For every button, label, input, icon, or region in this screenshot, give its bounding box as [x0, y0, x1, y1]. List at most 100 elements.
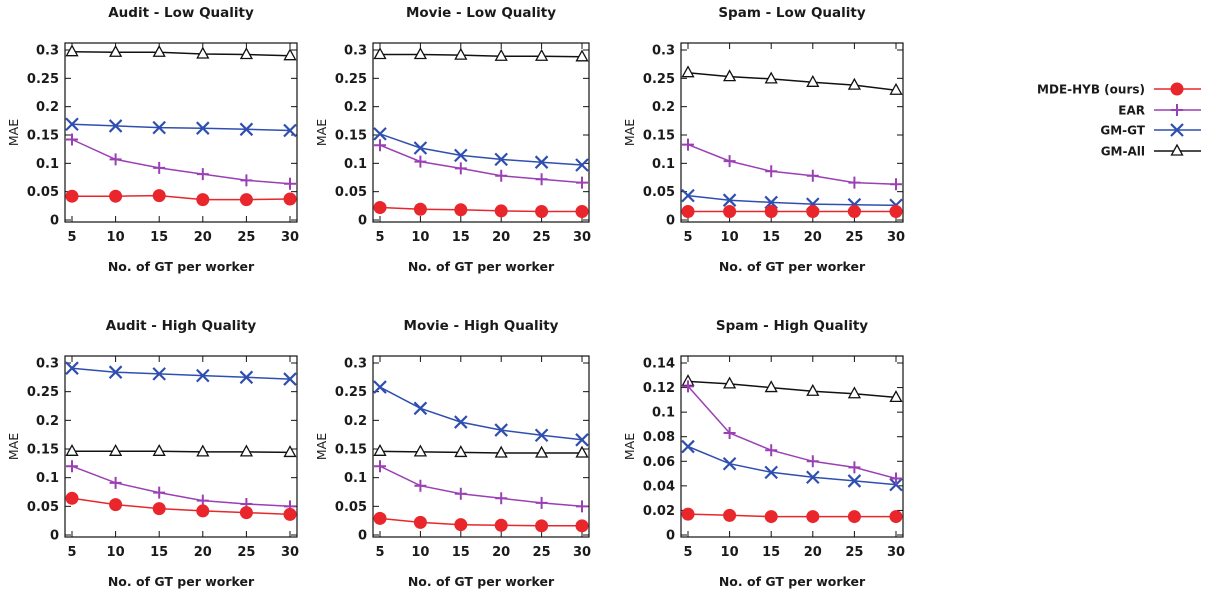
data-point — [66, 133, 78, 146]
data-point — [723, 69, 737, 82]
series-line — [71, 138, 291, 185]
data-point — [152, 120, 166, 135]
x-tick-label: 10 — [107, 230, 125, 245]
y-tick-label: 0 — [666, 529, 675, 544]
data-point — [765, 444, 778, 457]
series-line — [687, 513, 896, 518]
series-line — [379, 206, 582, 213]
y-tick-label: 0 — [358, 214, 367, 229]
data-point — [806, 74, 820, 87]
data-point — [152, 443, 166, 456]
data-point — [196, 46, 210, 59]
legend-label: MDE-HYB (ours) — [1037, 83, 1145, 97]
data-point — [283, 48, 297, 61]
y-tick-label: 0.25 — [335, 72, 367, 87]
series-line — [379, 133, 583, 166]
data-point — [414, 479, 427, 492]
series-line — [687, 194, 897, 207]
data-point — [890, 472, 902, 485]
series-line — [71, 465, 291, 508]
y-tick-label: 0.15 — [27, 443, 59, 458]
data-point — [65, 189, 79, 203]
data-point — [283, 372, 297, 386]
data-point — [454, 445, 468, 458]
chart-title: Movie - Low Quality — [406, 5, 556, 21]
data-point — [723, 155, 736, 168]
data-point — [109, 498, 123, 512]
data-point — [109, 44, 123, 57]
x-tick-label: 25 — [533, 545, 551, 560]
x-tick-label: 5 — [375, 230, 384, 245]
x-tick-label: 20 — [492, 230, 510, 245]
y-tick-label: 0 — [50, 529, 59, 544]
series-line — [72, 450, 291, 454]
chart-title: Movie - High Quality — [404, 318, 559, 334]
x-tick-label: 10 — [721, 230, 739, 245]
y-tick-label: 0.2 — [36, 100, 59, 115]
plot-frame — [64, 42, 298, 223]
x-tick-label: 5 — [67, 230, 76, 245]
data-point — [847, 77, 861, 90]
y-tick-label: 0.1 — [36, 471, 59, 486]
data-point — [575, 49, 589, 62]
data-point — [109, 189, 123, 203]
data-point — [575, 158, 589, 172]
data-point — [682, 380, 694, 393]
series-line — [687, 143, 897, 186]
data-point — [722, 193, 737, 207]
y-tick-label: 0.08 — [643, 430, 675, 445]
data-point — [764, 380, 778, 393]
data-point — [575, 519, 589, 533]
plot-frame — [372, 42, 590, 223]
x-axis-label: No. of GT per worker — [408, 259, 555, 274]
y-tick-label: 0.1 — [36, 157, 59, 172]
x-tick-label: 15 — [452, 545, 470, 560]
y-tick-label: 0.25 — [643, 72, 675, 87]
data-point — [575, 445, 589, 458]
x-tick-label: 15 — [762, 230, 780, 245]
plot-frame — [64, 355, 298, 538]
data-point — [889, 477, 903, 492]
data-point — [806, 383, 820, 396]
data-point — [373, 511, 387, 525]
data-point — [576, 500, 588, 513]
x-tick-label: 15 — [150, 230, 168, 245]
y-tick-label: 0.02 — [643, 504, 675, 519]
y-tick-label: 0.05 — [27, 500, 59, 515]
data-point — [494, 204, 508, 218]
y-tick-label: 0.1 — [652, 406, 675, 421]
data-point — [196, 504, 210, 518]
y-tick-label: 0 — [50, 214, 59, 229]
x-axis-label: No. of GT per worker — [719, 574, 866, 589]
data-point — [239, 506, 253, 520]
data-point — [196, 121, 210, 135]
data-point — [153, 486, 166, 499]
y-tick-label: 0.05 — [335, 185, 367, 200]
x-axis-label: No. of GT per worker — [408, 574, 555, 589]
series-line — [379, 465, 583, 508]
y-tick-label: 0.2 — [344, 100, 367, 115]
data-point — [889, 205, 903, 218]
data-point — [764, 465, 778, 480]
data-point — [847, 474, 862, 488]
plot-frame — [680, 42, 904, 223]
data-point — [196, 168, 209, 181]
y-tick-label: 0.3 — [652, 44, 675, 59]
data-point — [764, 510, 778, 524]
series-line — [71, 123, 291, 132]
data-point — [65, 361, 79, 375]
y-tick-label: 0.25 — [27, 72, 59, 87]
data-point — [723, 205, 737, 218]
chart-title: Spam - High Quality — [716, 318, 868, 334]
chart-panel: Movie - High Quality 0 0.05 0.1 0.15 0.2 0.25 0… — [314, 318, 591, 589]
data-point — [65, 117, 79, 132]
data-point — [723, 427, 736, 440]
data-point — [373, 380, 387, 394]
data-point — [240, 174, 253, 187]
data-point — [283, 445, 297, 458]
x-axis-label: No. of GT per worker — [108, 574, 255, 589]
data-point — [806, 510, 820, 524]
legend-label: GM-All — [1101, 145, 1145, 159]
data-point — [283, 123, 297, 138]
